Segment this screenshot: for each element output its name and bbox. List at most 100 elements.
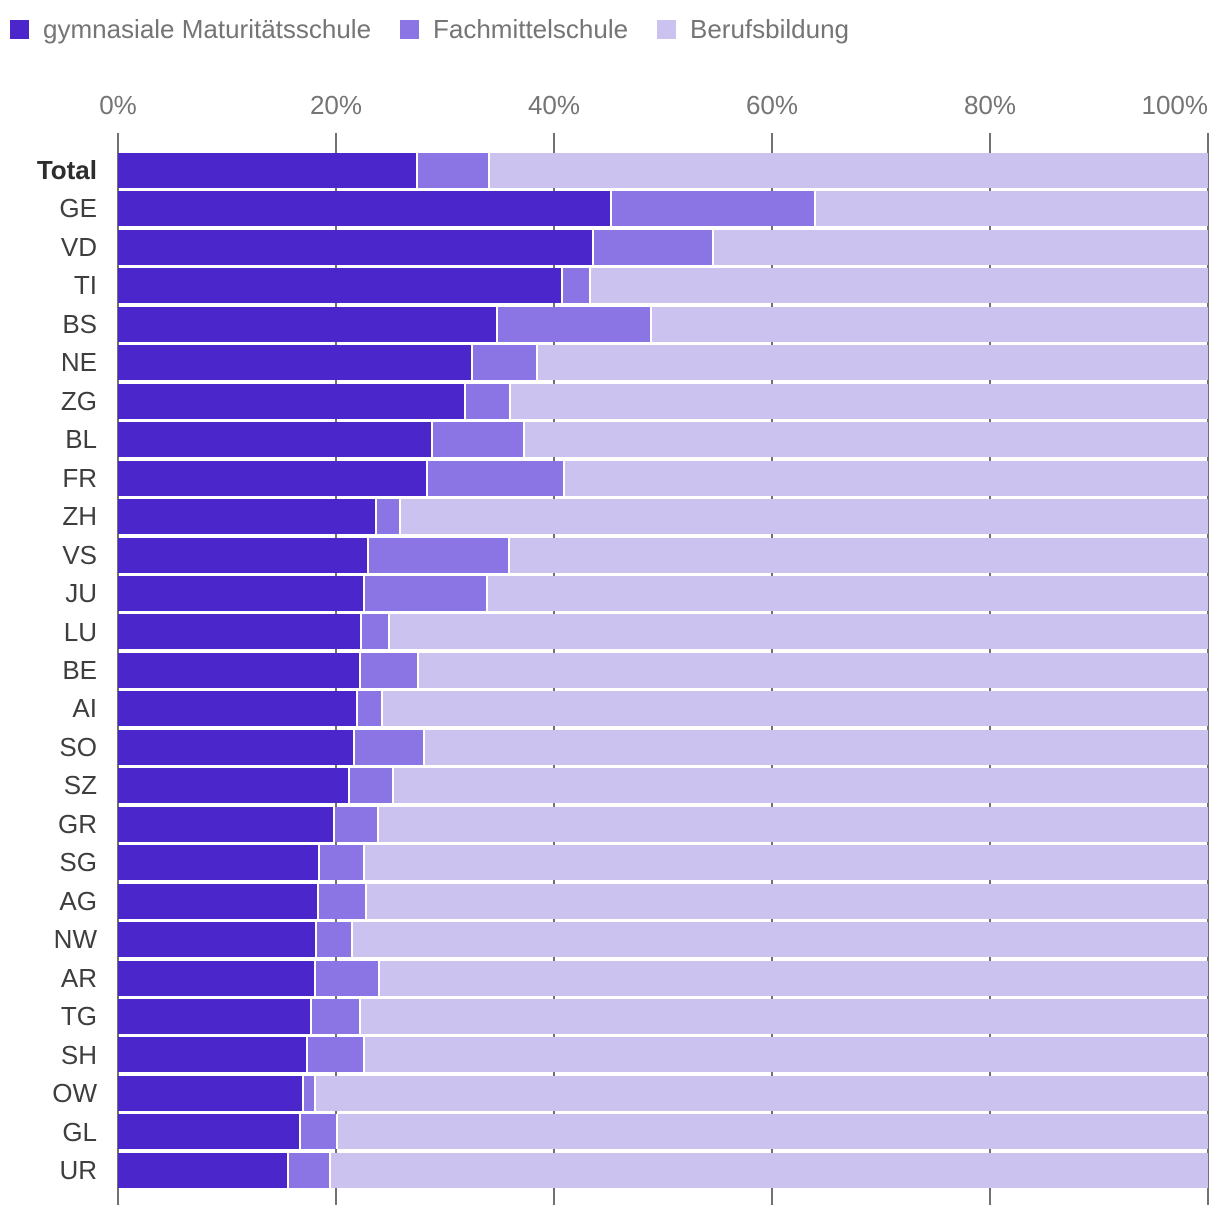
bar-segment[interactable]	[316, 960, 380, 996]
bar-segment[interactable]	[361, 998, 1208, 1034]
bar-segment[interactable]	[316, 1075, 1208, 1111]
bar-segment[interactable]	[489, 153, 1208, 188]
bar-segment[interactable]	[377, 499, 402, 535]
bar-segment[interactable]	[362, 614, 391, 650]
bar-segment[interactable]	[301, 1114, 339, 1150]
category-label-ge: GE	[59, 193, 97, 224]
bar-segment[interactable]	[361, 652, 419, 688]
bar-segment[interactable]	[524, 422, 1208, 458]
bar-segment[interactable]	[714, 229, 1208, 265]
bar-segment[interactable]	[815, 191, 1208, 227]
bar-segment[interactable]	[418, 652, 1208, 688]
category-label-zg: ZG	[60, 385, 97, 416]
bar-segment[interactable]	[118, 422, 433, 458]
legend-item[interactable]: Berufsbildung	[657, 14, 849, 45]
bar-segment[interactable]	[118, 191, 612, 227]
bar-segment[interactable]	[118, 691, 358, 727]
bar-segment[interactable]	[425, 729, 1208, 765]
bar-segment[interactable]	[393, 768, 1208, 804]
bar-segment[interactable]	[537, 345, 1208, 381]
bar-segment[interactable]	[487, 575, 1208, 611]
bar-segment[interactable]	[118, 768, 351, 804]
legend-swatch-icon	[10, 20, 29, 39]
category-label-bs: BS	[62, 308, 97, 339]
bar-segment[interactable]	[118, 229, 595, 265]
bar-segment[interactable]	[118, 614, 363, 650]
bar-segment[interactable]	[357, 691, 383, 727]
legend-item[interactable]: gymnasiale Maturitätsschule	[10, 14, 371, 45]
legend-item[interactable]: Fachmittelschule	[400, 14, 628, 45]
bar-segment[interactable]	[368, 537, 511, 573]
bar-segment[interactable]	[118, 499, 378, 535]
category-label-gl: GL	[62, 1116, 97, 1147]
bar-segment[interactable]	[118, 960, 317, 996]
bar-segment[interactable]	[353, 922, 1208, 958]
legend-label: gymnasiale Maturitätsschule	[43, 14, 372, 44]
bar-segment[interactable]	[401, 499, 1208, 535]
bar-segment[interactable]	[564, 460, 1208, 496]
bar-segment[interactable]	[511, 383, 1208, 419]
bar-segment[interactable]	[118, 460, 428, 496]
bar-segment[interactable]	[510, 537, 1208, 573]
bar-segment[interactable]	[562, 268, 592, 304]
bar-segment[interactable]	[312, 998, 362, 1034]
bar-segment[interactable]	[118, 1075, 305, 1111]
bar-row-sz	[118, 768, 1208, 804]
bar-segment[interactable]	[118, 806, 335, 842]
bar-row-total	[118, 153, 1208, 188]
bar-segment[interactable]	[118, 883, 319, 919]
bar-segment[interactable]	[379, 960, 1208, 996]
category-label-ne: NE	[60, 347, 97, 378]
bar-segment[interactable]	[382, 691, 1208, 727]
bar-segment[interactable]	[473, 345, 538, 381]
bar-segment[interactable]	[338, 1114, 1208, 1150]
bar-segment[interactable]	[118, 1114, 302, 1150]
bar-segment[interactable]	[365, 575, 488, 611]
bar-segment[interactable]	[118, 922, 318, 958]
bar-segment[interactable]	[365, 1037, 1208, 1073]
bar-segment[interactable]	[118, 1037, 308, 1073]
bar-segment[interactable]	[118, 998, 313, 1034]
bar-segment[interactable]	[498, 306, 653, 342]
plot-area	[117, 133, 1209, 1205]
bar-segment[interactable]	[378, 806, 1208, 842]
legend-label: Berufsbildung	[690, 14, 849, 44]
bar-segment[interactable]	[304, 1075, 317, 1111]
bar-segment[interactable]	[118, 383, 466, 419]
bar-segment[interactable]	[317, 922, 354, 958]
bar-segment[interactable]	[118, 153, 418, 188]
bar-segment[interactable]	[427, 460, 565, 496]
bar-segment[interactable]	[354, 729, 426, 765]
bar-segment[interactable]	[366, 883, 1208, 919]
bar-segment[interactable]	[594, 229, 715, 265]
bar-segment[interactable]	[118, 845, 320, 881]
bar-segment[interactable]	[118, 652, 362, 688]
bar-segment[interactable]	[365, 845, 1208, 881]
bar-segment[interactable]	[465, 383, 512, 419]
bar-segment[interactable]	[118, 1152, 290, 1188]
bar-segment[interactable]	[118, 306, 499, 342]
bar-segment[interactable]	[350, 768, 394, 804]
bar-segment[interactable]	[118, 345, 474, 381]
bar-row-bl	[118, 422, 1208, 458]
bar-segment[interactable]	[330, 1152, 1208, 1188]
bar-segment[interactable]	[118, 729, 355, 765]
bar-segment[interactable]	[118, 575, 366, 611]
bar-segment[interactable]	[289, 1152, 331, 1188]
bar-segment[interactable]	[319, 845, 366, 881]
bar-segment[interactable]	[118, 268, 563, 304]
legend-label: Fachmittelschule	[433, 14, 629, 44]
bar-segment[interactable]	[652, 306, 1208, 342]
bar-segment[interactable]	[307, 1037, 366, 1073]
bar-segment[interactable]	[433, 422, 525, 458]
bar-segment[interactable]	[611, 191, 816, 227]
bar-segment[interactable]	[390, 614, 1208, 650]
bar-segment[interactable]	[318, 883, 367, 919]
bar-segment[interactable]	[417, 153, 490, 188]
category-labels: Total GE VD TI BS NE ZG BL FR ZH VS JU LU BE AI SO SZ GR S…	[0, 133, 97, 1205]
bar-segment[interactable]	[118, 537, 369, 573]
bar-segment[interactable]	[591, 268, 1208, 304]
bar-segment[interactable]	[334, 806, 379, 842]
category-label-sg: SG	[59, 847, 97, 878]
category-label-tg: TG	[60, 1001, 97, 1032]
